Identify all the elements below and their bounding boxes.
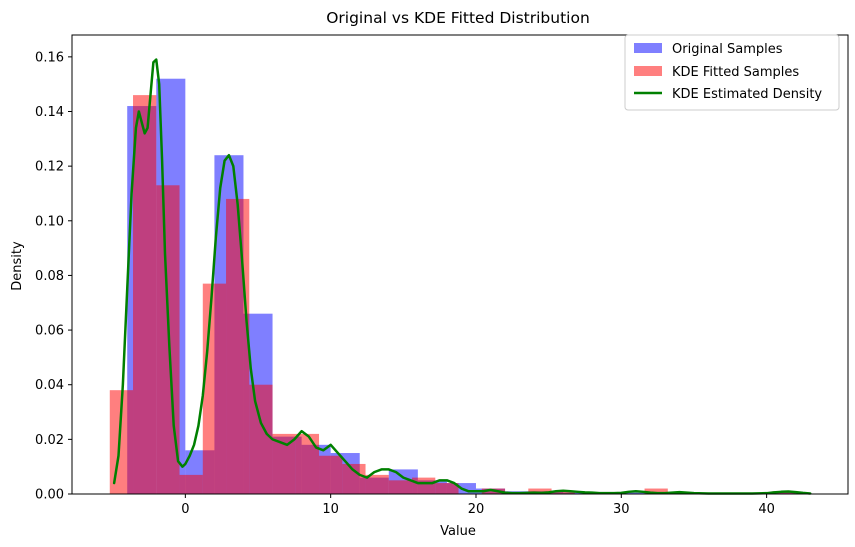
histogram-bar [295,433,320,494]
histogram-bar [179,474,203,495]
legend-label-original: Original Samples [672,42,783,57]
y-tick-label: 0.16 [35,50,64,65]
histogram-bar [202,283,227,495]
histogram-bar [272,433,296,494]
x-tick-label: 30 [613,502,630,517]
y-axis-label: Density [10,241,25,291]
legend: Original Samples KDE Fitted Samples KDE … [624,34,840,111]
histogram-bar [388,480,413,494]
plot-area: 0 10 20 30 40 0.00 0.02 0.04 0.06 0.08 0.10 0.12 0.1… [35,34,849,517]
y-tick-label: 0.14 [35,105,64,120]
legend-swatch-original [634,43,662,53]
histogram-bar [412,477,436,494]
y-tick-label: 0.04 [35,378,64,393]
legend-label-kde-samples: KDE Fitted Samples [672,65,799,80]
x-tick-label: 20 [468,502,485,517]
histogram-bar [365,474,389,495]
x-tick-label: 10 [322,502,339,517]
y-tick-label: 0.12 [35,160,64,175]
histogram-bar [435,483,459,494]
legend-label-kde-density: KDE Estimated Density [672,87,822,102]
density-line [112,58,812,495]
histogram-bar [249,384,273,494]
y-tick-label: 0.08 [35,269,64,284]
histogram-bar [563,492,593,494]
axes-frame [71,34,849,495]
x-tick-label: 40 [758,502,775,517]
x-tick-label: 0 [181,502,189,517]
histogram-bar [621,492,651,494]
histogram-bar [528,488,552,494]
histogram-bar [342,463,366,494]
y-tick-label: 0.00 [35,488,64,503]
histogram-bar [226,198,250,494]
histogram-bar [551,491,575,494]
chart-title: Original vs KDE Fitted Distribution [326,9,590,27]
histogram-bar [319,455,343,494]
legend-swatch-kde-samples [634,66,662,76]
legend-frame [624,34,840,111]
y-tick-label: 0.10 [35,214,64,229]
histogram-bar [644,488,668,494]
y-tick-label: 0.06 [35,324,64,339]
y-tick-label: 0.02 [35,433,64,448]
histogram-bar [133,95,157,495]
x-axis-label: Value [440,524,476,539]
